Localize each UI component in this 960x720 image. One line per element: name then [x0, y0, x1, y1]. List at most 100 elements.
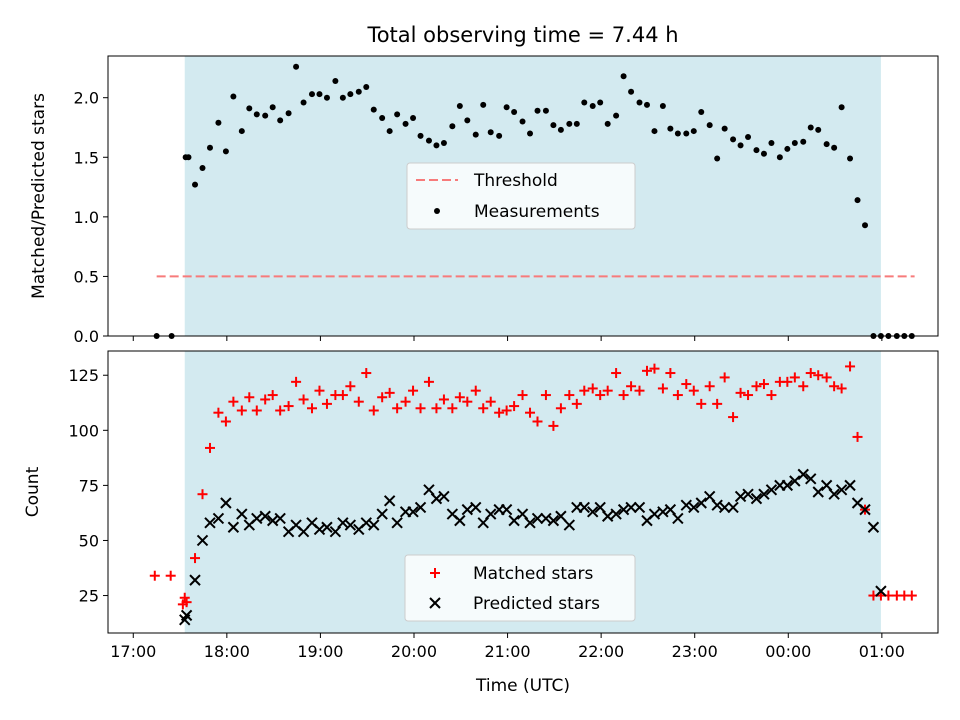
bottom-x-tick-label: 17:00 [110, 642, 156, 661]
matched-star-point [494, 407, 505, 418]
predicted-star-point [812, 486, 824, 498]
measurement-point [534, 107, 541, 114]
measurement-point [613, 112, 620, 119]
matched-star-point [696, 398, 707, 409]
predicted-star-stroke2 [844, 479, 856, 492]
measurement-point [269, 104, 276, 111]
predicted-star-stroke2 [587, 506, 599, 518]
measurement-point [659, 103, 666, 110]
predicted-star-stroke2 [180, 609, 193, 622]
matched-star-point [283, 401, 294, 412]
predicted-star-point [672, 512, 684, 525]
predicted-star-stroke2 [290, 519, 302, 531]
measurement-point [246, 105, 253, 112]
predicted-star-stroke2 [657, 506, 669, 518]
matched-star-point [688, 385, 699, 396]
measurement-point [496, 132, 503, 139]
predicted-star-stroke2 [227, 521, 240, 533]
matched-star-point [337, 390, 348, 401]
predicted-star-stroke2 [266, 514, 279, 527]
predicted-star-stroke2 [648, 508, 661, 520]
predicted-star-stroke2 [805, 473, 817, 485]
bottom-y-tick-label: 50 [79, 531, 99, 550]
predicted-star-point [835, 484, 848, 496]
matched-star-point [377, 392, 388, 403]
matched-star-point [735, 387, 746, 398]
predicted-star-stroke2 [758, 488, 770, 500]
measurement-point [527, 130, 534, 137]
matched-star-point [345, 381, 356, 392]
matched-star-point [634, 385, 645, 396]
predicted-star-point [508, 514, 520, 527]
predicted-star-stroke2 [789, 475, 801, 487]
matched-star-point [525, 407, 536, 418]
measurement-point [815, 126, 822, 133]
predicted-star-point [321, 521, 333, 533]
measurement-point [480, 101, 487, 108]
predicted-star-stroke2 [376, 508, 388, 520]
measurement-point [730, 136, 737, 143]
top-series-layer [153, 63, 915, 339]
predicted-star-point [391, 517, 403, 529]
measurement-point [643, 101, 650, 108]
measurement-point [674, 130, 681, 137]
predicted-star-point [368, 519, 380, 531]
predicted-star-stroke2 [617, 503, 630, 516]
predicted-star-stroke2 [236, 508, 248, 520]
matched-star-point [478, 403, 489, 414]
measurement-point [394, 111, 401, 118]
predicted-star-stroke2 [196, 534, 209, 547]
measurement-point [800, 138, 807, 145]
bottom-y-tick-label: 100 [68, 421, 99, 440]
predicted-star-point [601, 510, 614, 522]
predicted-star-point [781, 479, 794, 492]
predicted-star-stroke2 [220, 497, 232, 509]
predicted-star-point [587, 506, 599, 518]
predicted-star-point [742, 488, 754, 500]
matched-star-point [758, 379, 769, 390]
measurement-point [449, 123, 456, 130]
matched-star-point [681, 379, 692, 390]
bottom-axes-frame [107, 350, 939, 634]
matched-star-point [906, 590, 917, 601]
matched-star-point [454, 392, 465, 403]
predicted-star-stroke2 [485, 508, 497, 520]
predicted-star-stroke2 [212, 512, 225, 525]
matched-star-point [321, 398, 332, 409]
matched-star-point [438, 394, 449, 405]
measurement-point [386, 128, 393, 135]
matched-star-point [197, 489, 208, 500]
bottom-y-axis: 25 50 75 100 125 [68, 366, 108, 606]
predicted-star-stroke2 [765, 484, 778, 496]
bottom-legend-box [404, 554, 636, 622]
matched-star-point [400, 396, 411, 407]
chart-title: Total observing time = 7.44 h [366, 23, 678, 47]
matched-star-point [149, 570, 160, 581]
measurement-point [620, 73, 627, 80]
matched-star-point [555, 403, 566, 414]
matched-star-point [641, 365, 652, 376]
predicted-star-point [633, 501, 646, 514]
predicted-star-stroke2 [610, 508, 622, 520]
predicted-star-point [563, 519, 576, 531]
predicted-star-stroke2 [750, 492, 763, 505]
matched-star-point [298, 394, 309, 405]
measurement-point [215, 119, 222, 126]
predicted-star-point [414, 501, 427, 514]
measurement-point [347, 91, 354, 98]
predicted-star-stroke2 [835, 484, 848, 496]
bottom-x-tick-label: 23:00 [672, 642, 718, 661]
measurement-point [542, 107, 549, 114]
measurement-point [511, 109, 518, 115]
predicted-star-stroke2 [306, 517, 318, 529]
measurement-point [503, 104, 510, 111]
bottom-x-tick-label: 01:00 [859, 642, 905, 661]
matched-star-point [845, 361, 856, 372]
measurement-point [854, 197, 861, 204]
predicted-star-stroke2 [516, 508, 529, 520]
measurement-point [339, 94, 346, 101]
legend-predicted-label: Predicted stars [473, 594, 600, 614]
predicted-star-stroke2 [500, 503, 513, 516]
predicted-star-point [470, 501, 482, 514]
measurement-point [807, 124, 814, 131]
